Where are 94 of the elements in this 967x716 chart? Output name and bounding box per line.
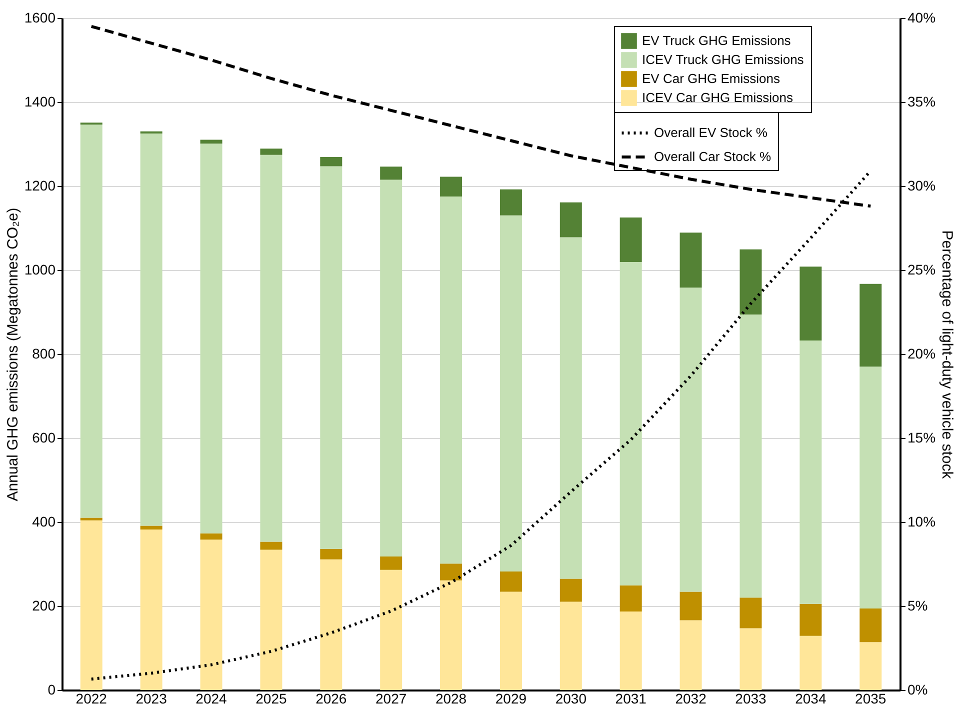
bar: [440, 564, 462, 580]
bar: [860, 284, 882, 367]
x-tick-label: 2024: [196, 690, 228, 706]
x-tick-label: 2033: [735, 690, 767, 706]
y2-tick-label: 15%: [908, 430, 936, 446]
y-tick-label: 800: [32, 346, 56, 362]
y-tick-label: 0: [48, 682, 56, 698]
bar: [680, 288, 702, 592]
y-tick-label: 1200: [24, 178, 56, 194]
bar: [440, 176, 462, 196]
x-tick-label: 2032: [675, 690, 707, 706]
bar: [80, 518, 102, 520]
bar: [380, 570, 402, 690]
y-tick-label: 1000: [24, 262, 56, 278]
bar: [860, 366, 882, 609]
bar: [380, 556, 402, 570]
bar: [320, 166, 342, 549]
bar: [380, 166, 402, 180]
bar: [560, 578, 582, 602]
bar: [320, 157, 342, 166]
x-tick-label: 2028: [435, 690, 467, 706]
x-tick-label: 2030: [555, 690, 587, 706]
bar: [260, 542, 282, 550]
y2-tick-label: 5%: [908, 598, 928, 614]
bar: [260, 148, 282, 155]
y-tick-label: 400: [32, 514, 56, 530]
bar: [320, 559, 342, 690]
bar: [320, 548, 342, 560]
legend-label: EV Truck GHG Emissions: [642, 33, 792, 48]
bar: [200, 144, 222, 534]
x-tick-label: 2022: [76, 690, 108, 706]
bar: [680, 620, 702, 690]
bar: [80, 124, 102, 518]
legend-label: ICEV Truck GHG Emissions: [642, 52, 804, 67]
bar: [860, 608, 882, 642]
bar: [440, 580, 462, 690]
bar: [740, 314, 762, 598]
legend-label: EV Car GHG Emissions: [642, 71, 780, 86]
y2-tick-label: 10%: [908, 514, 936, 530]
bar: [560, 202, 582, 238]
bar: [260, 154, 282, 542]
bar: [200, 140, 222, 144]
bar: [500, 215, 522, 572]
bar: [440, 196, 462, 564]
bar: [740, 598, 762, 628]
x-tick-label: 2027: [376, 690, 407, 706]
bar: [800, 604, 822, 636]
bar: [740, 628, 762, 690]
bar: [560, 602, 582, 690]
bar: [800, 340, 822, 604]
bar: [620, 262, 642, 586]
bar: [800, 266, 822, 341]
y2-tick-label: 25%: [908, 262, 936, 278]
y2-tick-label: 30%: [908, 178, 936, 194]
bar: [620, 218, 642, 262]
y2-axis-title: Percentage of light-duty vehicle stock: [938, 230, 956, 480]
y2-tick-label: 40%: [908, 10, 936, 26]
y-tick-label: 200: [32, 598, 56, 614]
bar: [500, 572, 522, 592]
bar: [140, 134, 162, 526]
x-tick-label: 2034: [795, 690, 826, 706]
bar: [500, 189, 522, 216]
bar: [560, 237, 582, 579]
bar: [740, 249, 762, 315]
legend-label: ICEV Car GHG Emissions: [642, 90, 794, 105]
bar: [500, 592, 522, 690]
y-tick-label: 1600: [24, 10, 56, 26]
y-tick-label: 1400: [24, 94, 56, 110]
bar: [260, 550, 282, 690]
bar: [680, 232, 702, 288]
bar: [860, 642, 882, 690]
bar: [680, 592, 702, 620]
x-tick-label: 2035: [855, 690, 886, 706]
legend-label: Overall EV Stock %: [654, 125, 768, 140]
y2-tick-label: 0%: [908, 682, 928, 698]
bar: [800, 636, 822, 690]
bar: [200, 540, 222, 690]
y2-tick-label: 20%: [908, 346, 936, 362]
x-tick-label: 2025: [256, 690, 287, 706]
bar: [620, 585, 642, 612]
bar: [80, 520, 102, 690]
bar: [620, 611, 642, 690]
x-tick-label: 2031: [615, 690, 647, 706]
bar: [200, 533, 222, 540]
x-tick-label: 2029: [495, 690, 527, 706]
legend-label: Overall Car Stock %: [654, 149, 772, 164]
y-axis-title: Annual GHG emissions (Megatonnes CO₂e): [4, 208, 22, 502]
bar: [380, 180, 402, 556]
x-tick-label: 2026: [316, 690, 347, 706]
y2-tick-label: 35%: [908, 94, 936, 110]
y-tick-label: 600: [32, 430, 56, 446]
bar: [140, 530, 162, 690]
x-tick-label: 2023: [136, 690, 168, 706]
bar: [140, 526, 162, 530]
